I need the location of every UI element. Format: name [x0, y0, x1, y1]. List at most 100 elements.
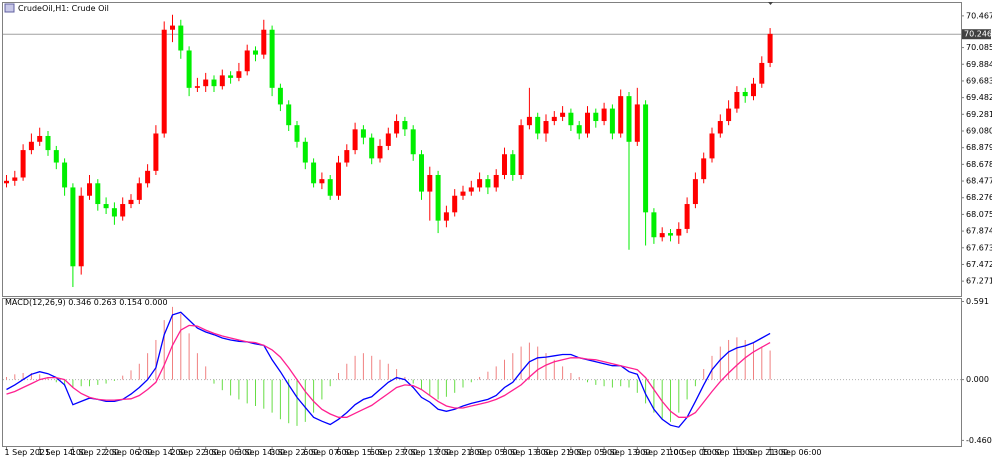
candle-body	[576, 125, 582, 134]
candle-body	[460, 191, 466, 196]
y-tick-label: 69.281	[966, 110, 992, 119]
candle-body	[53, 150, 59, 163]
candle-body	[369, 137, 375, 159]
candle-body	[634, 104, 640, 142]
x-tick-label: 9 Sep 21:00	[635, 448, 683, 457]
candle-body	[128, 199, 134, 205]
candle-body	[609, 108, 615, 134]
x-tick-label: 8 Sep 21:00	[536, 448, 584, 457]
macd-panel	[2, 298, 962, 447]
candle-body	[4, 180, 9, 184]
candle-body	[352, 129, 358, 151]
candle-body	[219, 75, 225, 87]
candle-body	[145, 170, 151, 184]
y-tick-label: 69.683	[966, 76, 992, 85]
candle-body	[443, 212, 449, 221]
candle-body	[286, 104, 292, 126]
candle-body	[336, 162, 341, 196]
x-tick-label: 8 Sep 13:00	[503, 448, 551, 457]
candle-body	[319, 179, 325, 184]
candle-body	[186, 50, 192, 88]
candle-body	[452, 195, 458, 213]
x-tick-label: 3 Sep 14:00	[237, 448, 285, 457]
candle-body	[20, 150, 26, 178]
y-tick-label: 68.477	[966, 177, 992, 186]
candle-body	[236, 71, 242, 78]
x-tick-label: 2 Sep 14:00	[137, 448, 185, 457]
candle-body	[751, 83, 756, 97]
candle-body	[410, 129, 416, 155]
candle-body	[427, 174, 433, 192]
candle-body	[468, 187, 474, 192]
candle-body	[709, 133, 715, 159]
y-tick-label: 67.673	[966, 243, 992, 252]
candle-body	[244, 50, 250, 72]
candle-body	[344, 150, 350, 163]
candle-body	[535, 116, 541, 134]
candle-body	[659, 233, 665, 238]
candle-body	[153, 133, 159, 171]
x-tick-label: 1 Sep 14:00	[38, 448, 86, 457]
candle-body	[626, 96, 632, 142]
x-tick-label: 10 Sep 05:00	[669, 448, 722, 457]
candle-body	[394, 121, 400, 134]
x-tick-label: 6 Sep 07:00	[303, 448, 351, 457]
candle-body	[419, 154, 424, 192]
candle-body	[684, 204, 690, 229]
candle-body	[618, 96, 624, 134]
y-tick-label: 0.591	[966, 297, 989, 306]
candle-body	[477, 179, 483, 188]
candle-body	[402, 121, 408, 130]
candle-body	[701, 158, 707, 180]
candle-body	[203, 79, 209, 87]
candle-body	[253, 50, 258, 55]
shift-marker	[768, 2, 773, 5]
y-tick-label: 70.467	[966, 11, 992, 20]
x-tick-label: 2 Sep 06:00	[104, 448, 152, 457]
x-tick-label: 1 Sep 22:00	[71, 448, 119, 457]
y-tick-label: 69.080	[966, 126, 992, 135]
y-tick-label: 0.000	[966, 375, 989, 384]
candle-body	[651, 212, 657, 238]
candle-body	[62, 162, 68, 188]
candle-body	[593, 112, 599, 122]
x-tick-label: 3 Sep 22:00	[270, 448, 318, 457]
candle-body	[435, 174, 441, 221]
x-tick-label: 9 Sep 05:00	[569, 448, 617, 457]
candle-body	[211, 79, 217, 87]
candle-body	[551, 116, 557, 122]
x-tick-label: 1 Sep 2021	[5, 448, 51, 457]
candle-body	[228, 75, 234, 78]
candle-body	[676, 228, 682, 236]
candle-body	[269, 29, 275, 88]
candle-body	[510, 154, 516, 175]
candle-body	[170, 25, 175, 30]
candle-body	[585, 112, 590, 134]
x-tick-label: 6 Sep 23:00	[370, 448, 418, 457]
x-tick-label: 6 Sep 15:00	[337, 448, 385, 457]
candle-body	[178, 25, 184, 51]
candle-body	[37, 135, 43, 142]
symbol-icon	[4, 3, 15, 13]
candle-body	[493, 174, 499, 188]
candle-body	[360, 129, 366, 138]
candle-body	[560, 112, 566, 117]
candle-body	[78, 195, 84, 267]
candle-body	[717, 121, 723, 134]
x-tick-label: 10 Sep 13:00	[702, 448, 755, 457]
candle-body	[311, 162, 317, 184]
x-tick-label: 10 Sep 21:00	[735, 448, 788, 457]
x-tick-label: 13 Sep 06:00	[768, 448, 821, 457]
current-price-box	[962, 29, 991, 40]
chart-title: CrudeOil,H1: Crude Oil	[18, 4, 109, 13]
candle-body	[385, 133, 391, 146]
candle-body	[759, 62, 765, 84]
x-tick-label: 9 Sep 13:00	[602, 448, 650, 457]
candle-body	[87, 183, 92, 196]
candle-body	[294, 125, 300, 142]
y-tick-label: 67.271	[966, 277, 992, 286]
y-tick-label: 67.874	[966, 227, 992, 236]
candle-body	[543, 121, 549, 134]
candle-body	[502, 154, 507, 175]
